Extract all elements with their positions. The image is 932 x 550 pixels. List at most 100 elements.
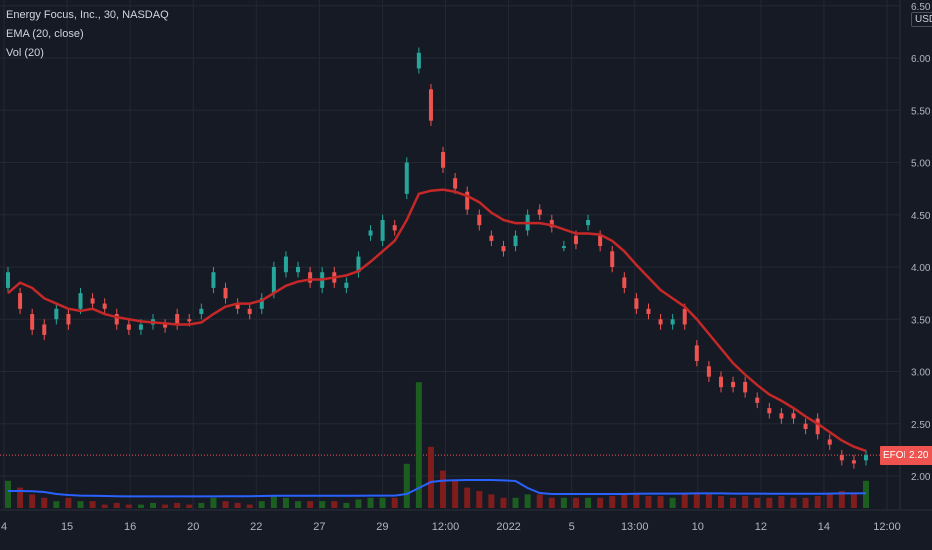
volume-bar <box>150 502 157 508</box>
volume-bar <box>331 501 338 508</box>
candle-body <box>6 272 10 288</box>
volume-bar <box>415 382 422 508</box>
candle-body <box>138 324 143 330</box>
candle-body <box>126 324 131 330</box>
candle-body <box>477 214 482 226</box>
volume-bar <box>778 496 785 508</box>
candle-body <box>598 235 603 247</box>
volume-bar <box>427 446 434 508</box>
symbol-label[interactable]: Energy Focus, Inc., 30, NASDAQ <box>6 9 169 21</box>
candle-body <box>163 324 168 328</box>
candle-body <box>610 251 615 267</box>
volume-bar <box>222 501 229 508</box>
volume-bar <box>319 501 326 508</box>
volume-bar <box>162 504 169 508</box>
volume-bar <box>572 497 579 508</box>
y-tick-label: 3.50 <box>911 315 931 326</box>
volume-bar <box>89 501 96 508</box>
candle-body <box>416 52 421 69</box>
volume-bar <box>609 496 616 508</box>
volume-bar <box>476 491 483 508</box>
candle-body <box>211 272 216 288</box>
ema-line <box>7 188 867 453</box>
y-tick-label: 2.00 <box>911 472 931 483</box>
candle-body <box>90 298 95 304</box>
volume-bar <box>500 497 507 508</box>
candle-body <box>622 277 627 288</box>
volume-bar <box>597 497 604 508</box>
volume-bar <box>814 496 821 508</box>
volume-bar <box>754 497 761 508</box>
candle-body <box>561 246 566 249</box>
x-tick-label: 13:00 <box>621 521 649 533</box>
candle-body <box>489 235 494 241</box>
volume-bar <box>488 494 495 508</box>
candle-body <box>271 267 276 294</box>
candle-body <box>779 413 784 419</box>
volume-bar <box>560 497 567 508</box>
volume-bar <box>633 494 640 508</box>
candle-body <box>453 178 458 189</box>
volume-indicator-label[interactable]: Vol (20) <box>6 47 44 59</box>
volume-bar <box>41 497 48 508</box>
volume-bar <box>29 494 36 508</box>
volume-bar <box>693 494 700 508</box>
volume-bar <box>65 497 72 508</box>
volume-bar <box>367 497 374 508</box>
candle-body <box>283 256 288 273</box>
candle-body <box>223 287 228 299</box>
candle-body <box>308 272 313 283</box>
candle-body <box>356 256 361 273</box>
volume-bar <box>802 497 809 508</box>
volume-bar <box>863 480 869 508</box>
candle-body <box>767 408 772 414</box>
candle-body <box>827 439 832 445</box>
volume-bar <box>234 502 241 508</box>
candle-body <box>199 308 204 315</box>
candle-body <box>694 345 699 362</box>
volume-bar <box>17 487 24 508</box>
volume-bar <box>101 504 108 508</box>
x-tick-label: 5 <box>569 521 575 533</box>
volume-bar <box>512 497 519 508</box>
currency-button[interactable]: USD <box>911 12 932 27</box>
candle-body <box>259 298 264 309</box>
candle-body <box>718 376 723 388</box>
volume-bar <box>681 494 688 508</box>
volume-bar <box>536 494 543 508</box>
candle-body <box>404 162 409 194</box>
x-tick-label: 29 <box>376 521 388 533</box>
volume-bar <box>5 480 11 508</box>
volume-bar <box>705 494 712 508</box>
y-tick-label: 6.00 <box>911 54 931 65</box>
volume-bar <box>452 480 459 508</box>
y-tick-label: 4.50 <box>911 211 931 222</box>
volume-bar <box>585 497 592 508</box>
candle-body <box>501 246 506 252</box>
candle-body <box>114 314 119 325</box>
volume-bar <box>403 463 410 508</box>
candle-body <box>634 298 639 309</box>
volume-bar <box>295 501 302 508</box>
x-tick-label: 2022 <box>496 521 520 533</box>
x-tick-label: 12:00 <box>432 521 460 533</box>
chart-legend: Energy Focus, Inc., 30, NASDAQ EMA (20, … <box>6 6 169 63</box>
candle-body <box>839 455 844 461</box>
y-tick-label: 2.50 <box>911 420 931 431</box>
candle-body <box>851 460 856 464</box>
candle-body <box>706 366 711 377</box>
candle-body <box>646 308 651 315</box>
candle-body <box>743 381 748 393</box>
last-price-ticker-label: EFOI <box>880 446 910 465</box>
y-tick-label: 3.00 <box>911 368 931 379</box>
volume-bar <box>826 494 833 508</box>
candle-body <box>549 219 554 228</box>
candle-body <box>78 293 83 309</box>
last-price-label: 2.20 <box>905 446 932 465</box>
ema-indicator-label[interactable]: EMA (20, close) <box>6 28 84 40</box>
candle-body <box>864 455 868 461</box>
candle-body <box>42 324 47 335</box>
candle-body <box>368 230 373 236</box>
